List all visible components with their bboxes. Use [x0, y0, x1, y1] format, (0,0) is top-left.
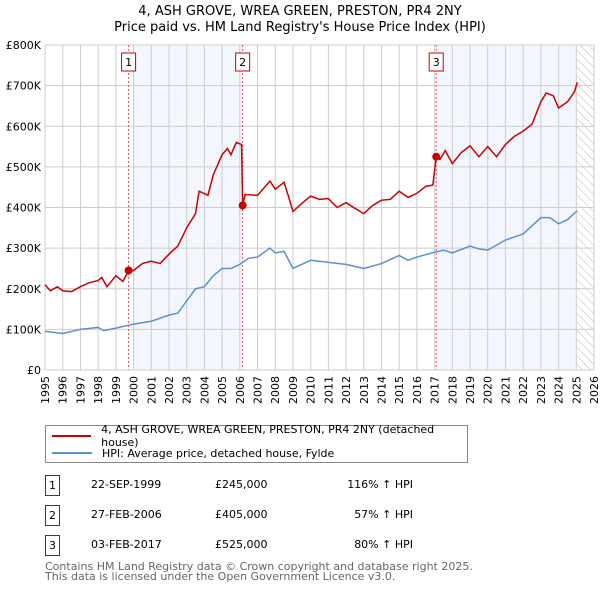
- y-tick-label: £500K: [6, 161, 42, 174]
- x-tick-label: 2026: [588, 376, 600, 404]
- x-tick-label: 2017: [429, 376, 442, 404]
- x-tick-label: 2002: [163, 376, 176, 404]
- sale-point: [238, 201, 247, 210]
- blue-line-swatch: [52, 452, 92, 454]
- x-tick-label: 1999: [110, 376, 123, 404]
- sale-row: 2 27-FEB-2006 £405,000 57% ↑ HPI: [45, 505, 465, 526]
- chart-subtitle: Price paid vs. HM Land Registry's House …: [114, 20, 486, 35]
- x-tick-label: 1996: [57, 376, 70, 404]
- x-tick-label: 1995: [39, 376, 52, 404]
- y-tick-label: £400K: [6, 202, 42, 215]
- sale-label: 2: [239, 56, 246, 69]
- sale-number-badge: 3: [45, 535, 60, 556]
- x-tick-label: 2020: [482, 376, 495, 404]
- legend-property: 4, ASH GROVE, WREA GREEN, PRESTON, PR4 2…: [101, 423, 435, 449]
- chart-title: 4, ASH GROVE, WREA GREEN, PRESTON, PR4 2…: [138, 4, 462, 19]
- x-tick-label: 2021: [499, 376, 512, 404]
- x-tick-label: 2019: [464, 376, 477, 404]
- x-tick-label: 1997: [74, 376, 87, 404]
- sale-hpi-diff: 57% ↑ HPI: [354, 508, 413, 521]
- x-tick-label: 2000: [128, 376, 141, 404]
- x-tick-label: 2004: [198, 376, 211, 404]
- y-tick-label: £600K: [6, 120, 42, 133]
- series-line: [44, 210, 578, 335]
- sale-point: [432, 152, 441, 161]
- x-tick-label: 2011: [322, 376, 335, 404]
- sale-hpi-diff: 116% ↑ HPI: [347, 478, 413, 491]
- sale-date: 27-FEB-2006: [91, 508, 162, 521]
- sale-point: [124, 266, 133, 275]
- x-tick-label: 2024: [553, 376, 566, 404]
- sale-date: 03-FEB-2017: [91, 538, 162, 551]
- red-line-swatch: [52, 435, 92, 437]
- sale-label-box: [121, 52, 137, 72]
- x-tick-label: 2018: [446, 376, 459, 404]
- x-tick-label: 2006: [234, 376, 247, 404]
- x-tick-label: 2012: [340, 376, 353, 404]
- x-tick-label: 2016: [411, 376, 424, 404]
- y-tick-label: £0: [27, 364, 41, 377]
- x-tick-label: 2010: [305, 376, 318, 404]
- x-tick-label: 2008: [269, 376, 282, 404]
- footer-copyright: Contains HM Land Registry data © Crown c…: [45, 560, 473, 573]
- sale-label: 1: [125, 56, 132, 69]
- legend-hpi: HPI: Average price, detached house, Fyld…: [102, 446, 335, 460]
- y-tick-label: £300K: [6, 242, 42, 255]
- sale-number-badge: 1: [45, 475, 60, 496]
- x-tick-label: 2013: [358, 376, 371, 404]
- sale-row: 1 22-SEP-1999 £245,000 116% ↑ HPI: [45, 475, 465, 496]
- y-tick-label: £100K: [6, 323, 42, 336]
- sale-label: 3: [433, 56, 440, 69]
- legend: 4, ASH GROVE, WREA GREEN, PRESTON, PR4 2…: [45, 423, 468, 463]
- sale-price: £525,000: [215, 538, 268, 551]
- x-tick-label: 2005: [216, 376, 229, 404]
- sale-row: 3 03-FEB-2017 £525,000 80% ↑ HPI: [45, 535, 465, 556]
- x-tick-label: 2015: [393, 376, 406, 404]
- x-tick-label: 2025: [570, 376, 583, 404]
- x-tick-label: 2022: [517, 376, 530, 404]
- x-tick-label: 1998: [92, 376, 105, 404]
- sale-date: 22-SEP-1999: [91, 478, 162, 491]
- y-tick-label: £200K: [6, 283, 42, 296]
- x-tick-label: 2003: [181, 376, 194, 404]
- sale-label-box: [428, 52, 444, 72]
- x-tick-label: 2009: [287, 376, 300, 404]
- x-tick-label: 2007: [252, 376, 265, 404]
- footer-licence: This data is licensed under the Open Gov…: [45, 570, 396, 583]
- y-tick-label: £700K: [6, 80, 42, 93]
- x-tick-label: 2014: [375, 376, 388, 404]
- sale-number-badge: 2: [45, 505, 60, 526]
- x-tick-label: 2023: [535, 376, 548, 404]
- y-tick-label: £800K: [6, 39, 42, 52]
- sale-hpi-diff: 80% ↑ HPI: [354, 538, 413, 551]
- price-chart: 1995 1996 1997 1998 1999 2000 2001 2002 2003 2004…: [6, 39, 600, 404]
- sale-label-box: [235, 52, 251, 72]
- sale-price: £405,000: [215, 508, 268, 521]
- x-tick-label: 2001: [145, 376, 158, 404]
- sale-price: £245,000: [215, 478, 268, 491]
